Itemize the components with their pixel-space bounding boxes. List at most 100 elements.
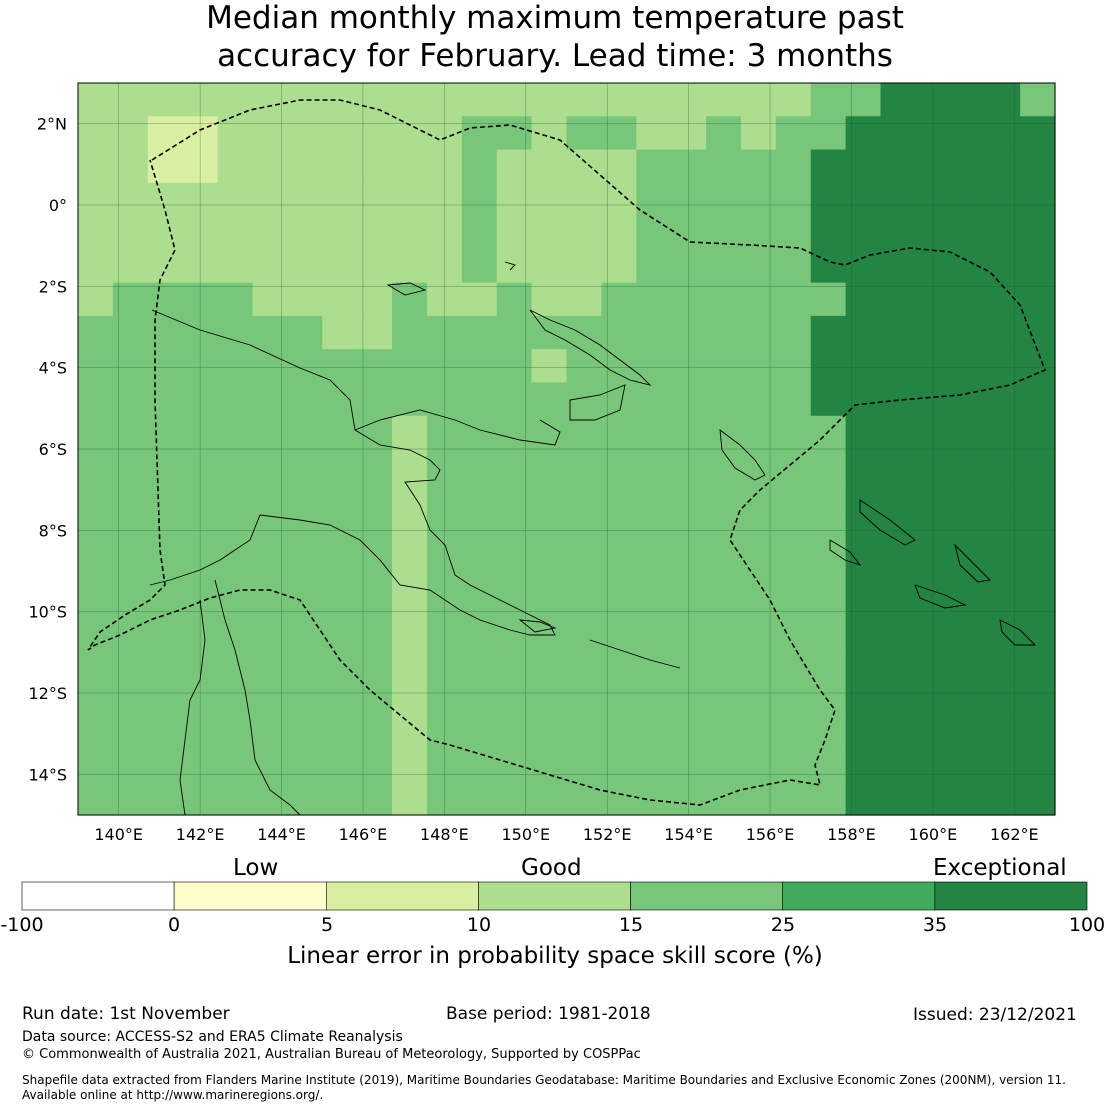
grid-cell <box>392 548 428 583</box>
grid-cell <box>147 182 184 217</box>
grid-cell <box>880 415 917 450</box>
grid-cell <box>426 615 463 650</box>
grid-cell <box>566 182 602 217</box>
grid-cell <box>985 149 1021 184</box>
grid-cell <box>915 349 951 384</box>
shapefile-credit-line-2: Available online at http://www.marinereg… <box>22 1088 324 1102</box>
grid-cell <box>950 315 986 350</box>
grid-cell <box>810 182 847 217</box>
grid-cell <box>706 648 742 683</box>
grid-cell <box>392 648 428 683</box>
grid-cell <box>426 216 463 250</box>
grid-cell <box>636 548 672 583</box>
grid-cell <box>1020 748 1056 783</box>
grid-cell <box>775 449 812 483</box>
grid-cell <box>950 182 986 217</box>
coastline-solomons-4 <box>914 584 967 609</box>
grid-cell <box>950 282 986 317</box>
grid-cell <box>322 282 358 317</box>
grid-cell <box>985 349 1021 384</box>
grid-cell <box>426 349 463 384</box>
grid-cell <box>252 382 288 417</box>
colorbar-tick-3: 10 <box>466 914 492 936</box>
grid-cell <box>775 315 812 350</box>
grid-cell <box>915 415 951 450</box>
grid-cell <box>775 615 812 650</box>
grid-cell <box>252 282 288 317</box>
grid-cell <box>810 83 847 117</box>
grid-cell <box>985 582 1021 616</box>
grid-cell <box>496 315 533 350</box>
grid-cell <box>880 315 917 350</box>
grid-cell <box>810 482 847 517</box>
grid-cell <box>566 249 602 284</box>
grid-cell <box>566 615 602 650</box>
grid-cell <box>880 182 917 217</box>
latitude-tick-label: 8°S <box>39 521 67 540</box>
grid-cell <box>287 182 323 217</box>
grid-cell <box>182 282 219 317</box>
grid-cell <box>880 282 917 317</box>
grid-cell <box>810 382 847 417</box>
grid-cell <box>810 415 847 450</box>
grid-cell <box>671 415 707 450</box>
grid-cell <box>392 482 428 517</box>
grid-cell <box>252 615 288 650</box>
grid-cell <box>1020 282 1056 317</box>
grid-cell <box>147 415 184 450</box>
grid-cell <box>287 216 323 250</box>
grid-cell <box>147 781 184 816</box>
grid-cell <box>392 249 428 284</box>
grid-cell <box>78 615 114 650</box>
grid-cell <box>880 781 917 816</box>
grid-cell <box>182 615 219 650</box>
grid-cell <box>810 748 847 783</box>
grid-cell <box>880 648 917 683</box>
grid-cell <box>461 482 498 517</box>
colorbar-swatch <box>173 881 327 911</box>
grid-cell <box>426 149 463 184</box>
grid-cell <box>78 548 114 583</box>
grid-cell <box>566 482 602 517</box>
grid-cell <box>950 449 986 483</box>
colorbar-swatch <box>934 881 1088 911</box>
grid-cell <box>706 548 742 583</box>
grid-cell <box>531 315 568 350</box>
grid-cell <box>566 781 602 816</box>
grid-cell <box>566 582 602 616</box>
grid-cell <box>147 548 184 583</box>
grid-cell <box>182 315 219 350</box>
latitude-tick-label: 2°N <box>37 115 67 134</box>
grid-cell <box>392 83 428 117</box>
grid-cell <box>950 216 986 250</box>
grid-cell <box>671 315 707 350</box>
grid-cell <box>880 83 917 117</box>
grid-cell <box>671 349 707 384</box>
coastline-new-guinea <box>149 309 556 636</box>
grid-cell <box>531 681 568 716</box>
colorbar-swatches <box>21 881 1088 911</box>
grid-cell <box>775 182 812 217</box>
coastline-north-new-guinea <box>354 409 561 446</box>
grid-cell <box>775 548 812 583</box>
grid-cell <box>182 748 219 783</box>
run-date: Run date: 1st November <box>22 1004 230 1024</box>
grid-cell <box>985 715 1021 750</box>
grid-cell <box>775 116 812 151</box>
grid-cell <box>496 282 533 317</box>
grid-cell <box>740 149 777 184</box>
grid-cell <box>252 149 288 184</box>
grid-cell <box>392 415 428 450</box>
grid-cell <box>671 615 707 650</box>
grid-cell <box>636 182 672 217</box>
grid-cell <box>706 282 742 317</box>
coastline-bougainville <box>719 429 766 481</box>
coastline-vanuatu-north <box>999 619 1037 646</box>
grid-cell <box>915 182 951 217</box>
grid-cell <box>531 615 568 650</box>
grid-cell <box>147 116 184 151</box>
grid-cell <box>461 349 498 384</box>
grid-cell <box>252 482 288 517</box>
grid-cell <box>322 681 358 716</box>
